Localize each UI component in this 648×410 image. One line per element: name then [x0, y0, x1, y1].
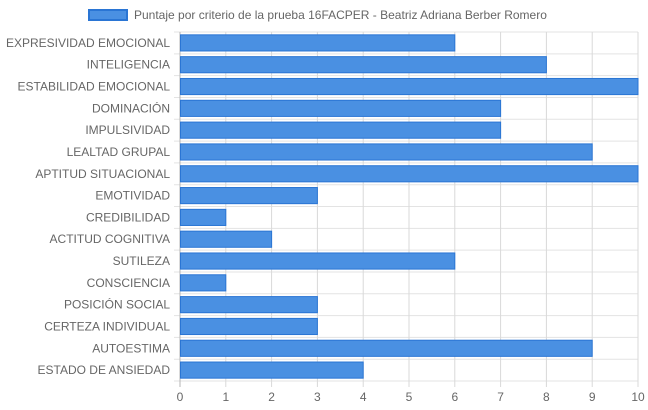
bar[interactable]: [180, 56, 547, 74]
x-tick-label: 8: [543, 390, 550, 404]
category-label: APTITUD SITUACIONAL: [35, 167, 170, 181]
bar[interactable]: [180, 230, 273, 248]
x-tick-label: 0: [177, 390, 184, 404]
x-tick-label: 9: [589, 390, 596, 404]
x-tick-label: 4: [360, 390, 367, 404]
category-label: POSICIÓN SOCIAL: [64, 297, 170, 312]
chart-legend[interactable]: Puntaje por criterio de la prueba 16FACP…: [88, 7, 547, 23]
bar[interactable]: [180, 252, 456, 270]
category-label: LEALTAD GRUPAL: [67, 145, 171, 159]
x-tick-label: 2: [268, 390, 275, 404]
bar[interactable]: [180, 34, 456, 52]
bar[interactable]: [180, 296, 318, 314]
x-tick-label: 1: [222, 390, 229, 404]
bar[interactable]: [180, 187, 318, 205]
legend-swatch: [88, 9, 128, 21]
x-tick-label: 7: [497, 390, 504, 404]
bar[interactable]: [180, 339, 593, 357]
bar[interactable]: [180, 77, 639, 96]
bar[interactable]: [180, 361, 364, 379]
bar[interactable]: [180, 208, 227, 226]
bar[interactable]: [180, 274, 227, 292]
legend-label: Puntaje por criterio de la prueba 16FACP…: [134, 8, 547, 22]
x-tick-label: 5: [406, 390, 413, 404]
category-label: CONSCIENCIA: [87, 276, 170, 290]
category-label: IMPULSIVIDAD: [85, 123, 170, 137]
x-tick-label: 10: [631, 390, 645, 404]
bar[interactable]: [180, 99, 502, 117]
bar[interactable]: [180, 165, 639, 183]
category-label: DOMINACIÓN: [92, 100, 170, 115]
category-label: CERTEZA INDIVIDUAL: [44, 319, 170, 333]
category-label: ACTITUD COGNITIVA: [50, 232, 170, 246]
category-label: CREDIBILIDAD: [86, 210, 170, 224]
category-label: ESTADO DE ANSIEDAD: [38, 363, 171, 377]
bar[interactable]: [180, 143, 593, 161]
x-tick-label: 6: [451, 390, 458, 404]
category-label: ESTABILIDAD EMOCIONAL: [18, 80, 171, 94]
x-tick-label: 3: [314, 390, 321, 404]
category-label: INTELIGENCIA: [87, 58, 170, 72]
bar[interactable]: [180, 317, 318, 336]
bar[interactable]: [180, 121, 502, 139]
category-label: SUTILEZA: [113, 254, 170, 268]
category-label: EXPRESIVIDAD EMOCIONAL: [6, 36, 170, 50]
category-label: EMOTIVIDAD: [95, 189, 170, 203]
category-label: AUTOESTIMA: [92, 341, 170, 355]
